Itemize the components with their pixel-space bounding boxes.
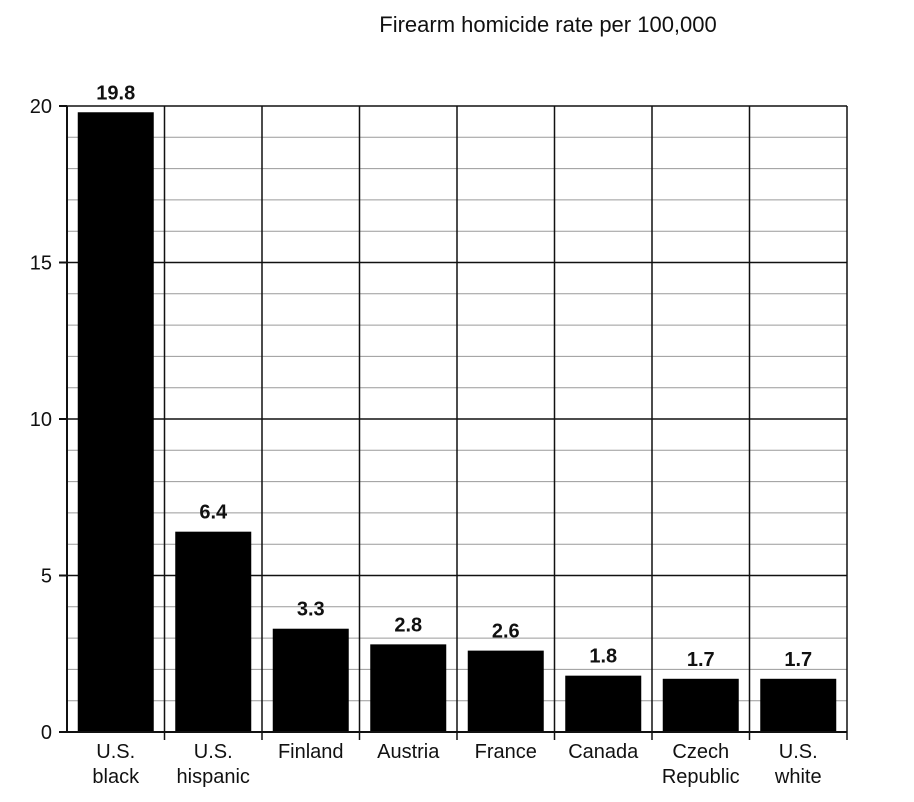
x-tick-label-line: France	[475, 741, 537, 763]
axes	[66, 106, 847, 733]
x-tick-label-line: black	[92, 766, 140, 788]
x-tick-label: Czech Republic	[662, 741, 740, 788]
data-label: 1.7	[687, 649, 715, 671]
data-label: 6.4	[199, 502, 228, 524]
bars	[77, 112, 837, 732]
x-axis-ticks: U.S. black U.S. hispanic Finland Austria Franc…	[92, 741, 821, 788]
y-tick-label: 5	[41, 566, 52, 588]
x-tick-label-line: Republic	[662, 766, 740, 788]
bar	[175, 531, 252, 732]
bar	[77, 112, 154, 732]
y-tick-label: 0	[41, 722, 52, 744]
bar	[760, 678, 837, 732]
x-tick-label: Canada	[568, 741, 639, 763]
y-tick-label: 15	[30, 253, 52, 275]
bar	[662, 678, 739, 732]
x-tick-label-line: white	[774, 766, 822, 788]
x-tick-label-line: hispanic	[177, 766, 250, 788]
data-labels: 19.8 6.4 3.3 2.8 2.6 1.8 1.7 1.7	[96, 82, 812, 671]
data-label: 1.8	[589, 646, 617, 668]
bar	[565, 675, 642, 732]
x-tick-label: U.S. black	[92, 741, 140, 788]
x-tick-label: U.S. hispanic	[177, 741, 250, 788]
x-tick-label-line: Canada	[568, 741, 639, 763]
x-tick-label-line: U.S.	[779, 741, 818, 763]
x-tick-label-line: Finland	[278, 741, 344, 763]
x-tick-label: France	[475, 741, 537, 763]
data-label: 2.8	[394, 614, 422, 636]
data-label: 2.6	[492, 621, 520, 643]
x-tick-label: Finland	[278, 741, 344, 763]
y-tick-label: 10	[30, 409, 52, 431]
bar	[272, 628, 349, 732]
data-label: 3.3	[297, 599, 325, 621]
x-tick-label-line: Czech	[672, 741, 729, 763]
x-tick-label-line: U.S.	[96, 741, 135, 763]
y-tick-label: 20	[30, 96, 52, 118]
x-tick-label: Austria	[377, 741, 440, 763]
chart-title: Firearm homicide rate per 100,000	[379, 12, 717, 37]
bar	[467, 650, 544, 732]
data-label: 19.8	[96, 82, 135, 104]
bar	[370, 644, 447, 732]
data-label: 1.7	[784, 649, 812, 671]
x-tick-label-line: U.S.	[194, 741, 233, 763]
y-axis-ticks: 0 5 10 15 20	[30, 96, 67, 744]
x-tick-label-line: Austria	[377, 741, 440, 763]
x-tick-label: U.S. white	[774, 741, 822, 788]
